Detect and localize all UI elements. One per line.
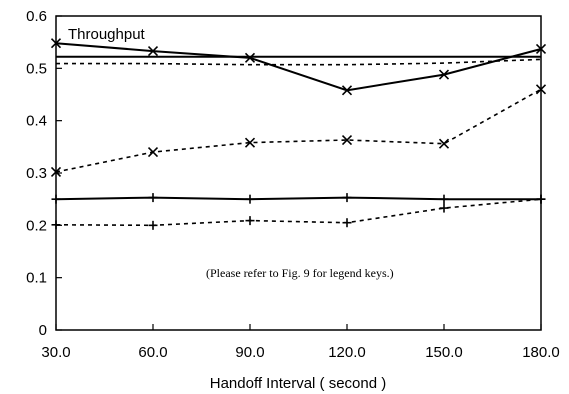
series-6-point bbox=[51, 220, 61, 230]
series-6-point bbox=[245, 216, 255, 226]
series-4-point bbox=[438, 138, 450, 149]
y-tick-label: 0.3 bbox=[26, 165, 47, 182]
series-line-6 bbox=[55, 198, 542, 227]
y-axis: 0 0.1 0.2 0.3 0.4 0.5 0.6 bbox=[26, 8, 62, 339]
x-tick-label: 90.0 bbox=[235, 344, 264, 361]
series-4-point bbox=[244, 137, 256, 148]
y-tick-label: 0.4 bbox=[26, 113, 47, 130]
series-4-point bbox=[147, 147, 159, 158]
series-6-point bbox=[536, 194, 546, 204]
y-tick-label: 0 bbox=[39, 322, 47, 339]
x-tick-label: 180.0 bbox=[522, 344, 560, 361]
series-6-point bbox=[342, 218, 352, 228]
legend-note: (Please refer to Fig. 9 for legend keys.… bbox=[206, 266, 394, 280]
series-5-point bbox=[342, 193, 352, 203]
series-5-point bbox=[245, 194, 255, 204]
series-line-4 bbox=[55, 88, 542, 173]
series-4-point bbox=[535, 84, 547, 95]
x-tick-label: 150.0 bbox=[425, 344, 463, 361]
y-tick-label: 0.5 bbox=[26, 60, 47, 77]
series-4-point bbox=[341, 134, 353, 146]
series-5-point bbox=[51, 194, 61, 204]
series-3-point bbox=[341, 85, 353, 96]
series-line-2 bbox=[56, 58, 542, 66]
series-6-point bbox=[148, 220, 158, 230]
series-3-point bbox=[244, 52, 256, 63]
x-axis: 30.0 60.0 90.0 120.0 150.0 180.0 bbox=[41, 324, 560, 361]
series-5-point bbox=[148, 193, 158, 203]
series-line-5 bbox=[55, 196, 541, 201]
series-4-point bbox=[50, 166, 62, 178]
x-tick-label: 120.0 bbox=[328, 344, 366, 361]
series-3-point bbox=[147, 45, 159, 57]
series-3-point bbox=[535, 43, 547, 55]
series-5-point bbox=[439, 194, 449, 204]
series-layer bbox=[50, 38, 547, 230]
x-axis-title: Handoff Interval ( second ) bbox=[210, 375, 386, 392]
y-tick-label: 0.1 bbox=[26, 270, 47, 287]
x-tick-label: 30.0 bbox=[41, 344, 70, 361]
y-tick-label: 0.6 bbox=[26, 8, 47, 25]
series-3-point bbox=[50, 38, 62, 49]
y-tick-label: 0.2 bbox=[26, 217, 47, 234]
series-line-3 bbox=[55, 42, 542, 92]
series-3-point bbox=[438, 69, 450, 80]
series-6-point bbox=[439, 203, 449, 213]
x-tick-label: 60.0 bbox=[138, 344, 167, 361]
chart-title: Throughput bbox=[68, 26, 146, 43]
